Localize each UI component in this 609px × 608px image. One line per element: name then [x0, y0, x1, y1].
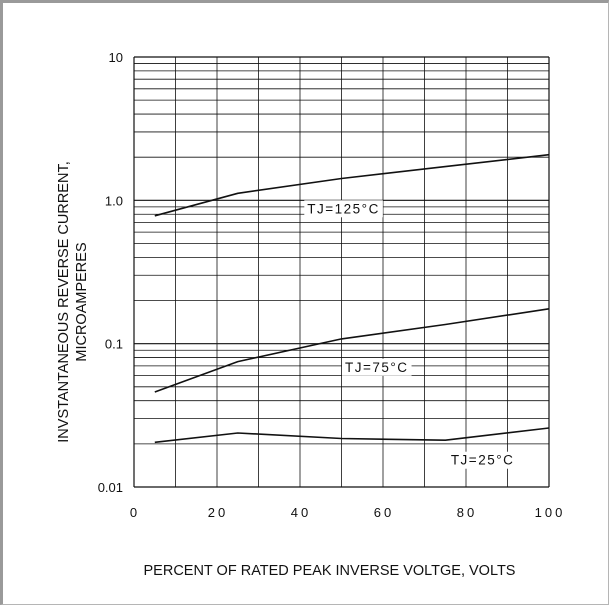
series-label-backdrop	[447, 451, 518, 469]
series-line-1	[154, 153, 550, 217]
series-label-3: TJ=25°C	[451, 453, 515, 468]
y-tick-label: 0.01	[98, 480, 123, 495]
series-line-3	[154, 427, 550, 444]
x-axis-label: PERCENT OF RATED PEAK INVERSE VOLTGE, VO…	[144, 563, 516, 579]
series-label-backdrop	[304, 200, 383, 218]
x-tick-label: 20	[208, 505, 228, 520]
x-tick-label: 60	[374, 505, 394, 520]
x-tick-label: 0	[130, 505, 140, 520]
x-tick-label: 80	[457, 505, 477, 520]
y-tick-label: 1.0	[105, 193, 123, 208]
x-tick-label: 40	[291, 505, 311, 520]
y-axis-label-line1: INVSTANTANEOUS REVERSE CURRENT,	[56, 161, 72, 442]
y-axis-label-line2: MICROAMPERES	[74, 242, 90, 361]
x-tick-label: 100	[535, 505, 566, 520]
y-tick-label: 0.1	[105, 337, 123, 352]
y-tick-label: 10	[109, 50, 123, 65]
y-tick-labels: 10 1.0 0.1 0.01	[98, 50, 123, 495]
series-label-backdrop	[342, 358, 412, 376]
series-line-2	[154, 308, 550, 393]
series-label-2: TJ=75°C	[345, 360, 409, 375]
x-tick-labels: 0 20 40 60 80 100	[130, 505, 566, 520]
curve-labels: TJ=125°C TJ=75°C TJ=25°C	[304, 200, 518, 469]
curves	[154, 153, 550, 444]
chart: TJ=125°C TJ=75°C TJ=25°C 10 1.0 0.1 0.01 0 20 4…	[56, 50, 566, 579]
series-label-1: TJ=125°C	[307, 201, 380, 216]
grid	[133, 56, 550, 488]
